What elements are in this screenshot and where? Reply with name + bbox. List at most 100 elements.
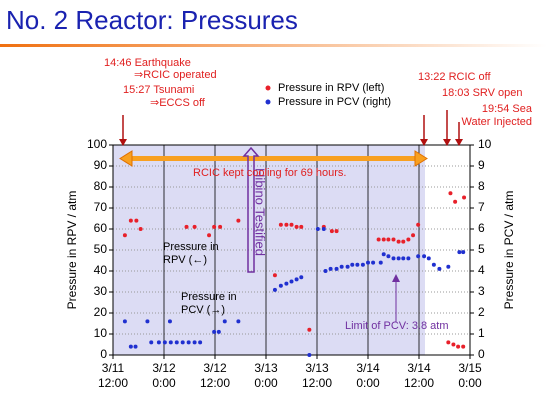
data-point (167, 319, 172, 324)
y-tick-label: 90 (94, 158, 108, 172)
event-arrowheads (119, 139, 463, 146)
data-point (401, 256, 406, 261)
annotation: ⇒RCIC operated (134, 69, 217, 81)
annotation: RCIC kept cooling for 69 hours. (193, 167, 347, 179)
y2-axis-title: Pressure in PCV / atm (502, 191, 516, 310)
annotation: 18:03 SRV open (442, 87, 523, 99)
data-point (216, 329, 221, 334)
x-tick-label: 3/12 12:00 (199, 361, 231, 390)
data-point (284, 281, 289, 286)
y-tick-label: 50 (94, 242, 108, 256)
data-point (149, 340, 154, 345)
data-point (180, 340, 185, 345)
data-point (462, 195, 467, 200)
event-lines (122, 110, 460, 145)
data-point (391, 237, 396, 242)
y-tick-label: 70 (94, 200, 108, 214)
data-point (128, 218, 133, 223)
data-point (218, 224, 223, 229)
x-tick-label: 3/12 0:00 (152, 361, 176, 390)
legend-marker (265, 99, 271, 105)
data-point (381, 237, 386, 242)
y2-tick-label: 4 (478, 263, 485, 277)
y2-tick-label: 1 (478, 326, 485, 340)
data-point (426, 256, 431, 261)
data-point (386, 237, 391, 242)
data-point (391, 256, 396, 261)
data-point (122, 233, 127, 238)
title-rule (0, 44, 547, 47)
x-tick-label: 3/14 12:00 (403, 361, 435, 390)
data-point (162, 340, 167, 345)
x-tick-label: 3/11 12:00 (97, 361, 129, 390)
data-point (278, 222, 283, 227)
y-axis-title: Pressure in RPV / atm (65, 191, 79, 310)
data-point (378, 260, 383, 265)
data-point (396, 256, 401, 261)
data-point (186, 340, 191, 345)
data-point (461, 344, 466, 349)
data-point (212, 329, 217, 334)
data-point (461, 250, 466, 255)
data-point (145, 319, 150, 324)
annotation: Pressure in RPV (←) (163, 241, 219, 266)
data-point (284, 222, 289, 227)
x-tick-label: 3/15 0:00 (458, 361, 482, 390)
data-point (278, 283, 283, 288)
y2-tick-label: 8 (478, 179, 485, 193)
data-point (192, 224, 197, 229)
annotation: Pressure in PCV (→) (181, 291, 237, 316)
data-point (299, 224, 304, 229)
y-tick-label: 40 (94, 263, 108, 277)
data-point (371, 260, 376, 265)
data-point (321, 227, 326, 231)
data-point (446, 340, 451, 345)
data-point (339, 264, 344, 269)
data-point (401, 239, 406, 244)
data-point (138, 227, 143, 231)
data-point (289, 222, 294, 227)
data-point (334, 266, 339, 271)
x-tick-label: 3/13 12:00 (301, 361, 333, 390)
data-point (345, 264, 350, 269)
data-point (451, 342, 456, 347)
y-tick-label: 10 (94, 326, 108, 340)
data-point (299, 275, 304, 280)
data-point (456, 344, 461, 349)
data-point (422, 254, 427, 259)
y2-tick-label: 7 (478, 200, 485, 214)
y-tick-label: 60 (94, 221, 108, 235)
y2-tick-label: 10 (478, 137, 492, 151)
legend-label: Pressure in PCV (right) (278, 96, 391, 108)
data-point (272, 287, 277, 292)
x-tick-label: 3/13 0:00 (254, 361, 278, 390)
data-point (457, 250, 462, 255)
data-point (350, 262, 355, 267)
y-tick-label: 30 (94, 284, 108, 298)
data-point (416, 254, 421, 259)
data-point (355, 262, 360, 267)
annotation: 14:46 Earthquake (104, 57, 191, 69)
legend-label: Pressure in RPV (left) (278, 82, 384, 94)
data-point (212, 224, 217, 229)
data-point (294, 224, 299, 229)
data-point (307, 353, 312, 357)
y2-tick-label: 3 (478, 284, 485, 298)
data-point (329, 229, 334, 234)
testimony-arrow (242, 146, 260, 273)
data-point (453, 199, 458, 204)
annotation: 19:54 Sea Water Injected (461, 103, 532, 128)
data-point (272, 273, 277, 278)
annotation: ⇒ECCS off (150, 97, 205, 109)
y2-tick-label: 2 (478, 305, 485, 319)
data-point (446, 264, 451, 269)
data-point (411, 233, 416, 238)
data-point (334, 229, 339, 234)
y2-tick-label: 0 (478, 347, 485, 361)
y-tick-label: 100 (87, 137, 107, 151)
limit-pointer-head (392, 274, 400, 282)
data-point (431, 262, 436, 267)
data-point (222, 319, 227, 324)
